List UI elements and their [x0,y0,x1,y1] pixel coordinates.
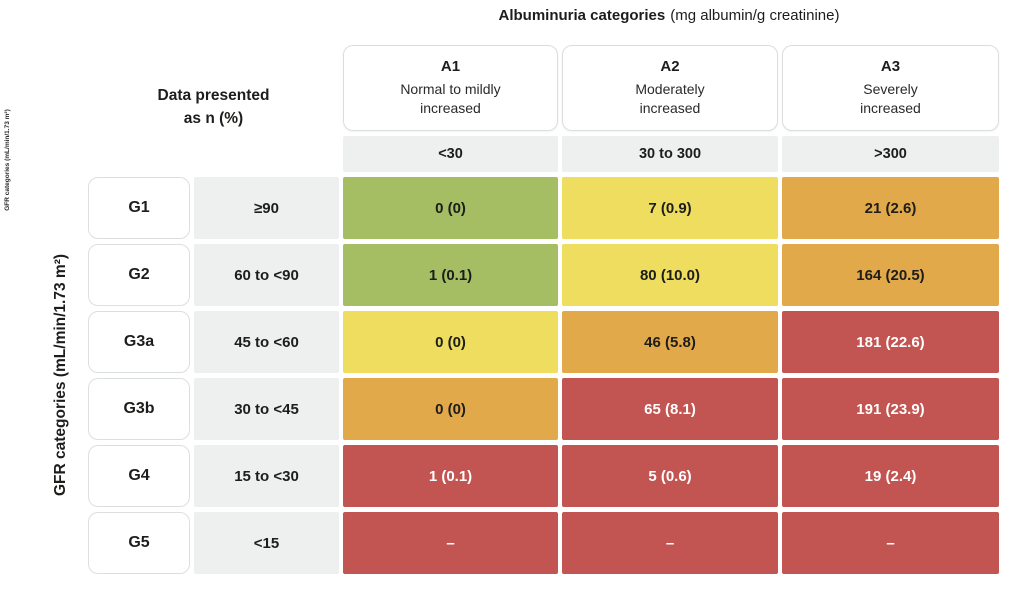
cell-g3b-a3: 191 (23.9) [782,378,999,440]
cell-g4-a2: 5 (0.6) [562,445,778,507]
spacer [194,136,339,172]
column-range-a2: 30 to 300 [562,136,778,172]
column-header-a1: A1 Normal to mildly increased [343,45,558,131]
cell-g1-a2: 7 (0.9) [562,177,778,239]
cell-g2-a2: 80 (10.0) [562,244,778,306]
gfr-axis-label: GFR categories (mL/min/1.73 m²) [52,253,69,497]
column-desc-a3: Severely increased [860,81,921,116]
cell-g5-a2: – [562,512,778,574]
cell-g3a-a3: 181 (22.6) [782,311,999,373]
corner-note-line1: Data presented [157,87,270,105]
cell-g1-a3: 21 (2.6) [782,177,999,239]
row-range-g3b: 30 to <45 [194,378,339,440]
column-code-a3: A3 [880,58,901,76]
cell-g4-a3: 19 (2.4) [782,445,999,507]
row-label-g1: G1 [88,177,190,239]
spacer [88,136,190,172]
row-range-g2: 60 to <90 [194,244,339,306]
figure-title-bold: Albuminuria categories [498,7,666,24]
row-range-g4: 15 to <30 [194,445,339,507]
cell-g2-a3: 164 (20.5) [782,244,999,306]
cell-g3a-a1: 0 (0) [343,311,558,373]
cell-g4-a1: 1 (0.1) [343,445,558,507]
gfr-axis-label-small: GFR categories (mL/min/1.73 m²) [4,109,11,211]
row-range-g1: ≥90 [194,177,339,239]
column-code-a2: A2 [660,58,680,76]
column-code-a1: A1 [440,58,461,76]
cell-g5-a1: – [343,512,558,574]
row-label-g2: G2 [88,244,190,306]
figure-title-units: (mg albumin/g creatinine) [670,7,840,24]
corner-note-line2: as n (%) [183,109,244,127]
cell-g2-a1: 1 (0.1) [343,244,558,306]
heatmap-grid: Data presented as n (%) A1 Normal to mil… [88,45,999,574]
column-header-a3: A3 Severely increased [782,45,999,131]
row-label-g4: G4 [88,445,190,507]
cell-g3a-a2: 46 (5.8) [562,311,778,373]
row-label-g5: G5 [88,512,190,574]
column-range-a3: >300 [782,136,999,172]
row-range-g3a: 45 to <60 [194,311,339,373]
column-range-a1: <30 [343,136,558,172]
cell-g5-a3: – [782,512,999,574]
row-label-g3a: G3a [88,311,190,373]
column-header-a2: A2 Moderately increased [562,45,778,131]
row-range-g5: <15 [194,512,339,574]
row-label-g3b: G3b [88,378,190,440]
corner-note: Data presented as n (%) [88,45,339,131]
cell-g1-a1: 0 (0) [343,177,558,239]
column-desc-a1: Normal to mildly increased [400,81,501,116]
column-desc-a2: Moderately increased [635,81,705,116]
cell-g3b-a1: 0 (0) [343,378,558,440]
figure-title: Albuminuria categories (mg albumin/g crea… [341,7,997,24]
cell-g3b-a2: 65 (8.1) [562,378,778,440]
